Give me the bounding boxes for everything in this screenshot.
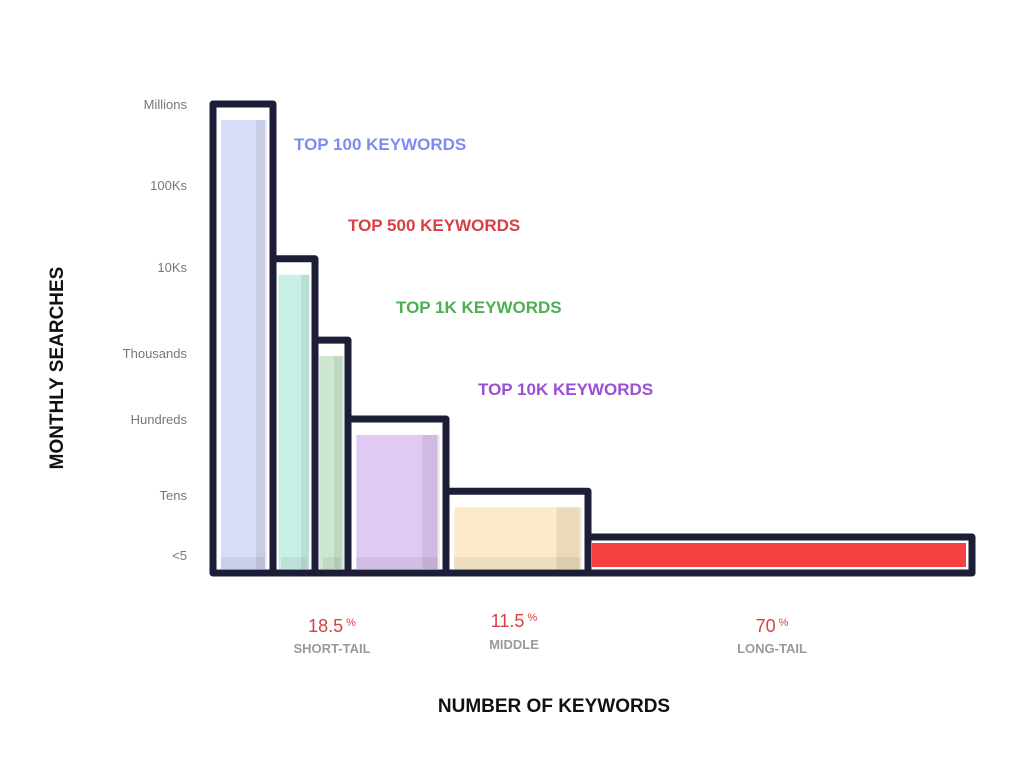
bar-fill (592, 543, 966, 567)
bar-shade (556, 507, 582, 569)
segment-short-tail-label: SHORT-TAIL (293, 641, 370, 656)
y-tick-label: Millions (144, 97, 188, 112)
series-label-top-500: TOP 500 KEYWORDS (348, 216, 520, 235)
segment-middle-label: MIDDLE (489, 637, 539, 652)
bar-fill (454, 507, 580, 569)
bar (269, 255, 319, 577)
bar-shade (256, 120, 267, 569)
bar (209, 100, 277, 577)
y-tick-label: Tens (160, 488, 188, 503)
bar (311, 336, 352, 577)
segment-middle-percent: 11.5% (491, 611, 538, 631)
y-tick-label: Thousands (123, 346, 188, 361)
bar-outline (584, 533, 976, 577)
segment-middle-symbol: % (527, 612, 537, 624)
segment-long-tail-value: 70 (756, 616, 776, 636)
segment-short-tail-symbol: % (346, 617, 356, 629)
bar-shade (422, 435, 440, 569)
y-axis-title: MONTHLY SEARCHES (47, 267, 68, 470)
bar-outline (442, 487, 592, 577)
series-label-top-100: TOP 100 KEYWORDS (294, 135, 466, 154)
segment-middle-value: 11.5 (491, 611, 525, 631)
series-labels: TOP 100 KEYWORDS TOP 500 KEYWORDS TOP 1K… (294, 135, 653, 399)
y-tick-label: <5 (172, 548, 187, 563)
segment-short-tail-value: 18.5 (308, 616, 343, 636)
segment-short-tail-percent: 18.5% (308, 616, 356, 636)
bar-base-shade (454, 557, 580, 569)
bar-base-shade (356, 557, 438, 569)
bar-shade (301, 274, 309, 569)
bar-base-shade (221, 557, 265, 569)
bar-fill (319, 356, 344, 569)
bar (442, 487, 592, 577)
series-label-top-10k: TOP 10K KEYWORDS (478, 380, 653, 399)
bar-shade (334, 356, 342, 569)
segment-long-tail-percent: 70% (756, 616, 789, 636)
x-axis-title: NUMBER OF KEYWORDS (438, 696, 670, 717)
y-tick-label: 100Ks (150, 178, 187, 193)
bar-base-shade (323, 557, 340, 569)
bar-fill (220, 120, 266, 569)
segment-long-tail-label: LONG-TAIL (737, 641, 807, 656)
bar-fill (356, 435, 438, 569)
bar (344, 415, 450, 577)
segment-long-tail-symbol: % (779, 617, 789, 629)
y-tick-label: Hundreds (131, 412, 188, 427)
bars-group (209, 100, 976, 577)
series-label-top-1k: TOP 1K KEYWORDS (396, 298, 562, 317)
bar (584, 533, 976, 577)
bar-fill (278, 274, 310, 569)
bar-base-shade (281, 557, 307, 569)
y-tick-label: 10Ks (157, 260, 187, 275)
segment-annotations: 18.5% SHORT-TAIL 11.5% MIDDLE 70% LONG-T… (293, 611, 806, 656)
y-axis-ticks: <5 Tens Hundreds Thousands 10Ks 100Ks Millions (123, 97, 188, 563)
